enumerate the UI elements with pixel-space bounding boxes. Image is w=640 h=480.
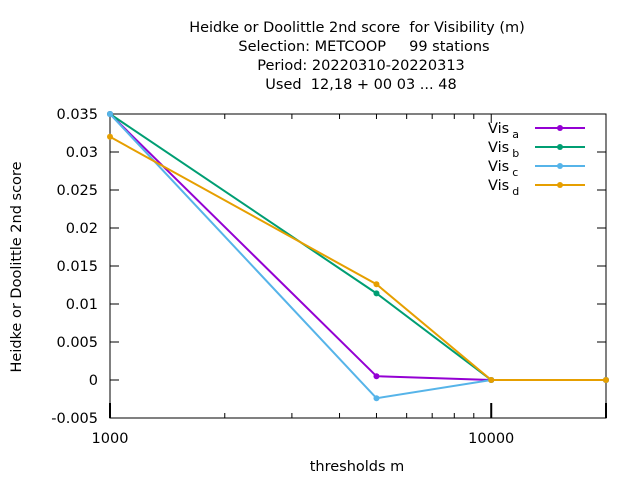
series-b [107,111,609,383]
y-axis-label: Heidke or Doolittle 2nd score [9,161,25,372]
y-tick-label: 0.025 [56,183,98,199]
data-point [488,377,495,383]
axes-ticks: -0.005 0 0.005 0.01 0.015 0.02 0.025 0.03 0.035 1… [51,107,607,447]
x-tick-label: 10000 [468,431,514,447]
data-point [373,290,380,297]
legend-marker [557,163,563,169]
y-tick-label: -0.005 [51,411,98,427]
y-tick-label: 0.01 [66,297,98,313]
y-tick-label: 0.03 [66,145,98,161]
y-tick-label: 0.015 [56,259,98,275]
chart-title: Heidke or Doolittle 2nd score for Visibi… [189,20,525,93]
legend-subscript: d [512,185,519,198]
legend-label: Vis a [488,121,519,141]
x-axis-label: thresholds m [310,459,405,475]
y-tick-label: 0.02 [66,221,98,237]
legend-item: Vis d [488,178,585,198]
legend-subscript: c [512,166,518,179]
data-point [373,373,380,380]
legend-label: Vis b [488,140,519,160]
legend-subscript: a [512,128,519,141]
legend-marker [557,144,563,150]
legend-marker [557,182,563,188]
series-line [109,113,606,381]
series-line [109,113,606,381]
series-a [107,111,609,383]
series-line [109,113,606,400]
x-tick-label: 1000 [92,431,129,447]
series-line [109,135,606,381]
title-line-1: Heidke or Doolittle 2nd score for Visibi… [189,20,525,36]
data-point [107,133,113,140]
title-line-3: Period: 20220310-20220313 [257,58,465,74]
y-tick-label: 0 [89,373,98,389]
title-line-4: Used 12,18 + 00 03 ... 48 [265,77,456,93]
title-line-2: Selection: METCOOP 99 stations [238,39,489,55]
legend-item: Vis a [488,121,585,141]
y-tick-label: 0.035 [56,107,98,123]
legend-item: Vis b [488,140,585,160]
legend-marker [557,125,563,131]
y-tick-label: 0.005 [56,335,98,351]
plot-area-border [109,113,607,419]
data-point [107,111,113,117]
data-point [373,395,380,402]
data-point [603,377,609,383]
data-point [373,281,380,288]
series-group [107,111,609,402]
legend-label: Vis c [488,159,518,179]
legend-item: Vis c [488,159,585,179]
series-d [107,133,609,383]
legend-label: Vis d [488,178,519,198]
legend-subscript: b [512,147,519,160]
